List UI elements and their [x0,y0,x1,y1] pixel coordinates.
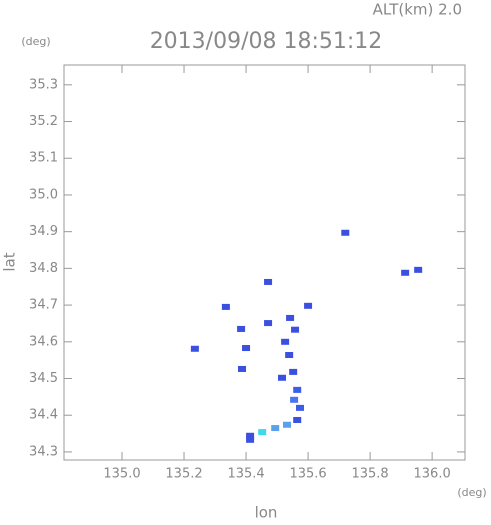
y-tick-label: 35.1 [29,151,58,166]
y-tick-label: 34.5 [29,371,58,386]
header: ALT(km) 2.0 [373,1,462,19]
echo-cell [414,266,423,273]
y-unit: (deg) [21,35,50,48]
x-tick-label: 135.2 [165,467,202,482]
echo-cell [221,303,230,310]
echo-cell [401,269,410,276]
y-tick-label: 34.9 [29,224,58,239]
echo-cell [282,421,291,428]
echo-cell [246,432,255,439]
y-tick-label: 34.4 [29,408,58,423]
plot-frame [63,64,466,461]
x-axis-label: lon [255,504,278,522]
echo-cell [291,326,300,333]
y-tick-label: 34.8 [29,261,58,276]
x-tick-label: 136.0 [414,467,451,482]
y-tick-label: 35.3 [29,77,58,92]
x-tick-label: 135.8 [351,467,388,482]
chart-title: 2013/09/08 18:51:12 [150,29,383,54]
echo-cell [341,229,350,236]
echo-cell [293,386,302,393]
echo-cell [264,278,273,285]
echo-cell [238,365,247,372]
echo-cell [271,425,280,432]
echo-cell [289,368,298,375]
echo-cell [304,302,313,309]
x-tick-label: 135.0 [103,467,140,482]
echo-cell [278,374,287,381]
echo-cell [286,314,295,321]
y-axis-label: lat [1,252,19,271]
y-tick-label: 34.6 [29,334,58,349]
echo-cell [237,325,246,332]
echo-cell [242,345,251,352]
echo-cell [264,320,273,327]
x-tick-label: 135.6 [289,467,326,482]
echo-cell [285,352,294,359]
echo-cell [290,396,299,403]
echo-cell [281,338,290,345]
y-tick-label: 35.0 [29,187,58,202]
echo-cell [246,436,255,443]
echo-cell [258,429,267,436]
y-tick-label: 34.7 [29,298,58,313]
echo-cell [293,416,302,423]
x-tick-label: 135.4 [227,467,264,482]
echo-cell [296,404,305,411]
x-unit: (deg) [457,486,486,499]
echo-cell [190,345,199,352]
y-tick-label: 35.2 [29,114,58,129]
y-tick-label: 34.3 [29,444,58,459]
